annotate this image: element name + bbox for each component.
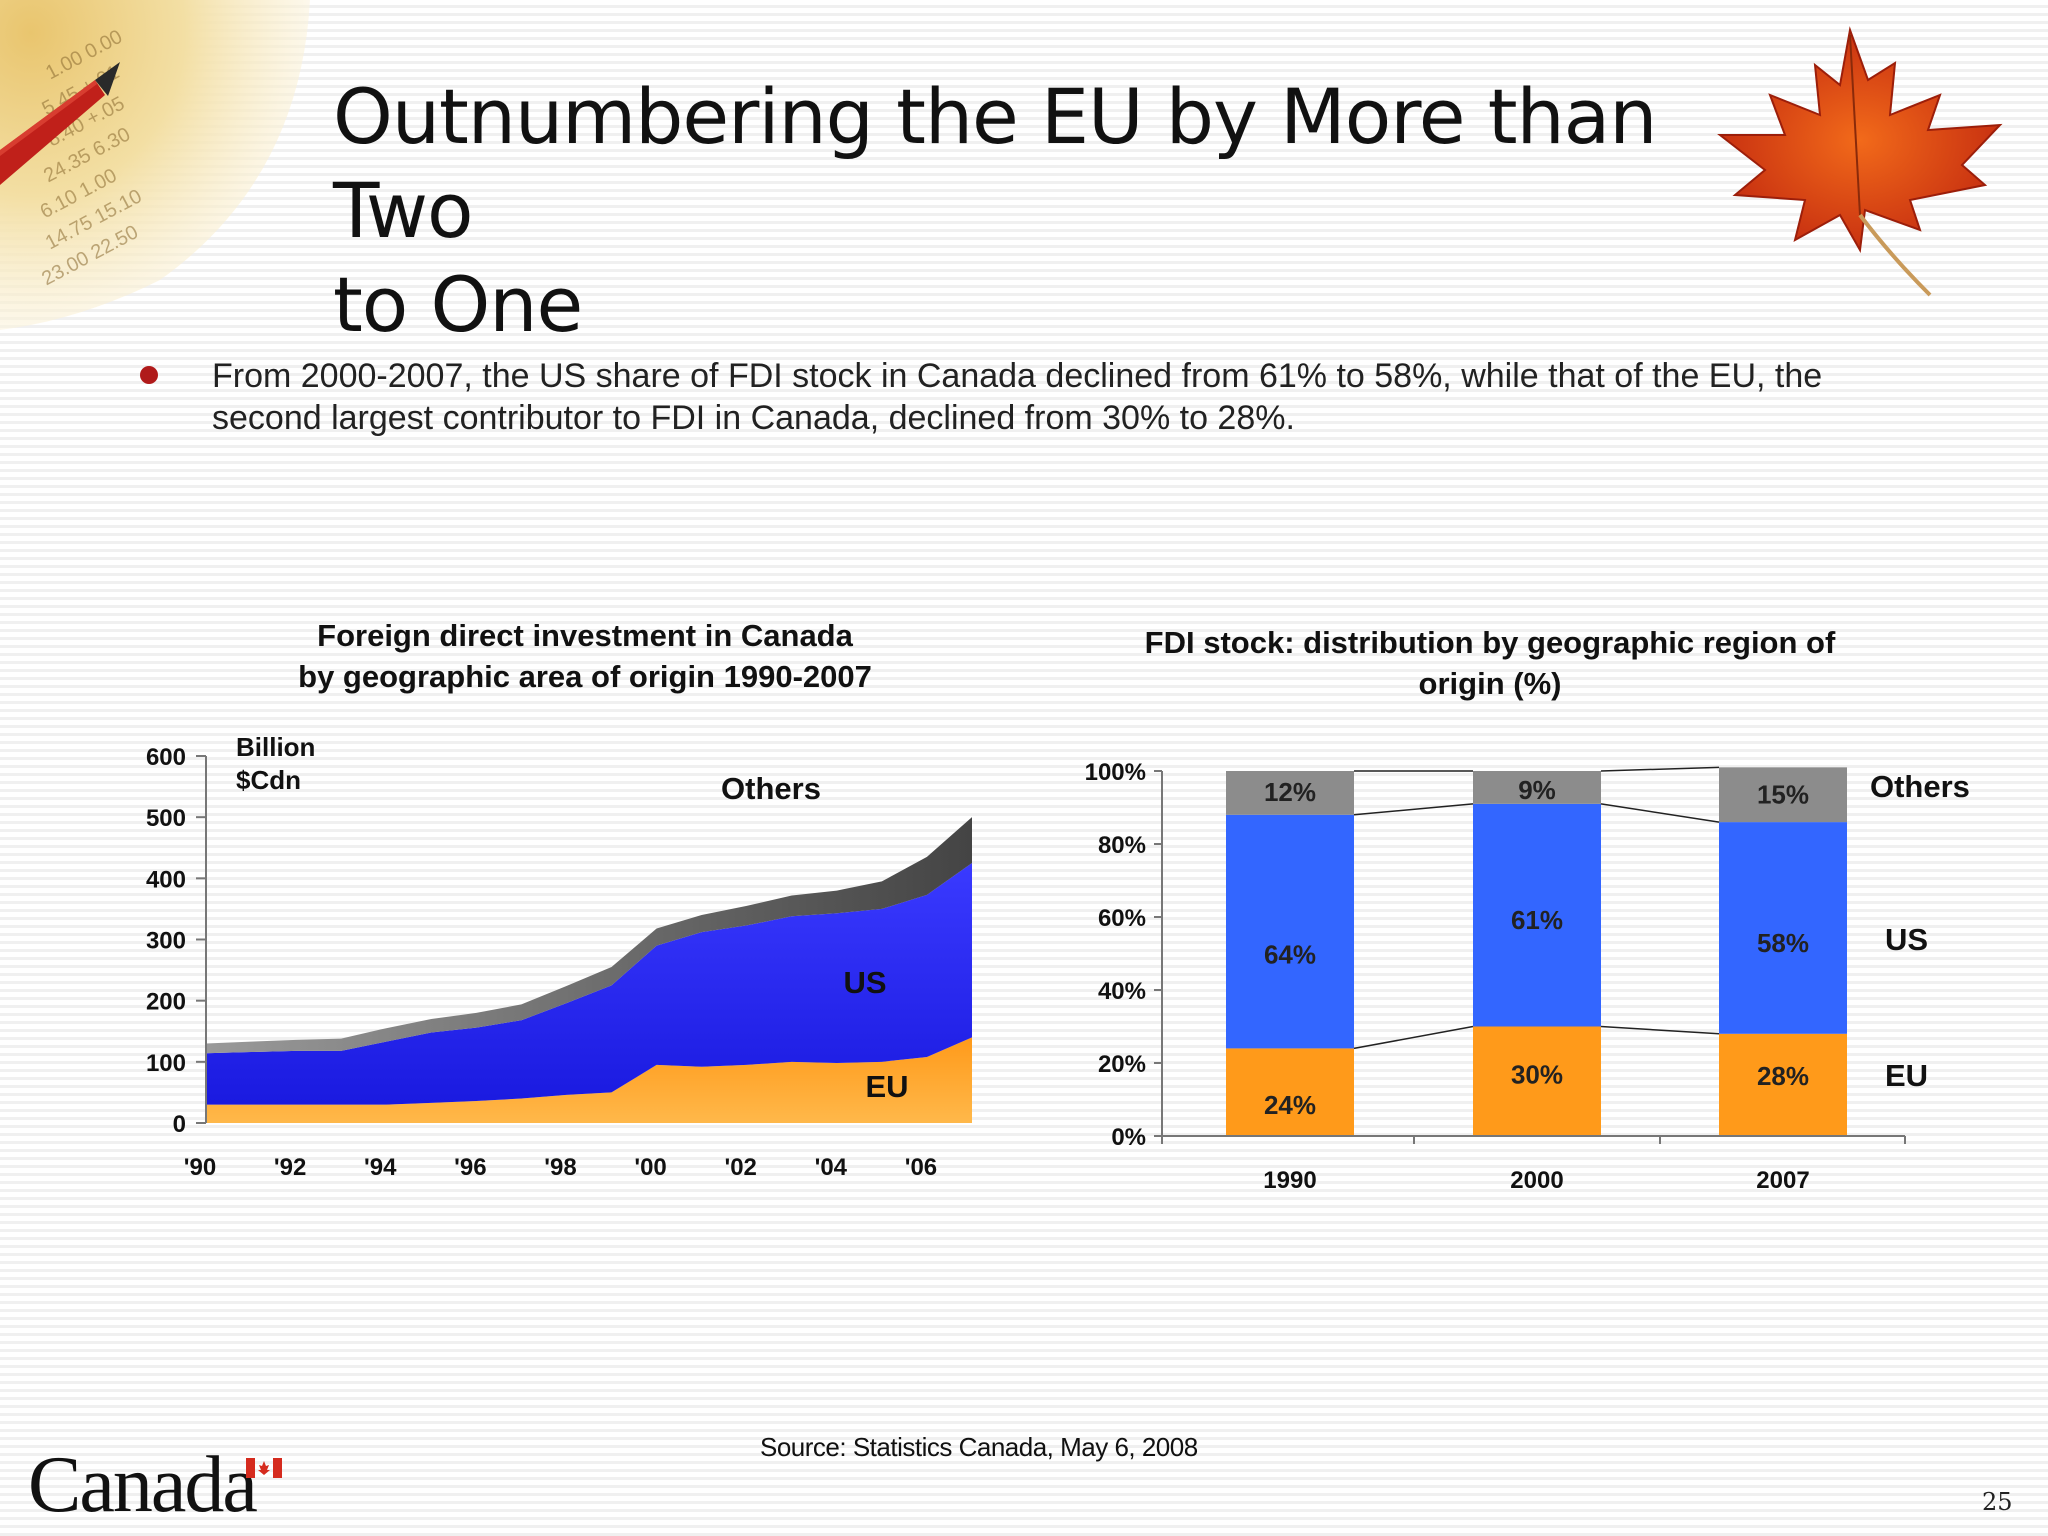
unit-label-line: Billion bbox=[236, 735, 315, 762]
bullet-text: From 2000-2007, the US share of FDI stoc… bbox=[212, 357, 1823, 437]
y-tick-label: 20% bbox=[1098, 1051, 1146, 1078]
legend-label-others: Others bbox=[1870, 769, 1970, 804]
bar-eu bbox=[1719, 1033, 1847, 1136]
x-category-label: 1990 bbox=[1263, 1167, 1316, 1194]
x-tick-label: '94 bbox=[364, 1154, 397, 1181]
bar-others bbox=[1226, 771, 1354, 815]
slide-title-line: to One bbox=[333, 260, 583, 349]
series-label-others: Others bbox=[721, 771, 821, 806]
bar-value-label: 28% bbox=[1757, 1061, 1809, 1091]
fdi-area-chart: 0 100 200 300 400 500 600 '90 '92 '94 '96 '98 '00 '0… bbox=[146, 735, 972, 1181]
y-tick-label: 300 bbox=[146, 928, 186, 955]
maple-leaf-icon bbox=[1717, 26, 2003, 297]
legend-label-eu: EU bbox=[1885, 1058, 1928, 1093]
bar-us bbox=[1473, 803, 1601, 1027]
series-label-us: US bbox=[843, 965, 886, 1000]
y-tick-label: 80% bbox=[1098, 832, 1146, 859]
bar-value-label: 9% bbox=[1518, 775, 1556, 805]
right-chart-title-line: origin (%) bbox=[1418, 666, 1562, 701]
x-tick-label: '96 bbox=[454, 1154, 486, 1181]
x-tick-label: '90 bbox=[184, 1154, 216, 1181]
bar-eu bbox=[1226, 1048, 1354, 1136]
y-tick-label: 0 bbox=[173, 1111, 186, 1138]
series-label-eu: EU bbox=[865, 1069, 908, 1104]
unit-label-line: $Cdn bbox=[236, 765, 301, 795]
fdi-distribution-chart: 0% 20% 40% 60% 80% 100% 1990 2000 2007 24% 64% 12… bbox=[1085, 759, 1970, 1194]
series-connector bbox=[1600, 803, 1720, 823]
page-number: 25 bbox=[1982, 1488, 2013, 1516]
bar-others bbox=[1719, 767, 1847, 823]
x-tick-label: '98 bbox=[544, 1154, 576, 1181]
bar-value-label: 24% bbox=[1264, 1090, 1316, 1120]
x-tick-label: '02 bbox=[725, 1154, 757, 1181]
financial-photo-icon: 1.00 0.00 5.45 +.01 8.40 +.05 24.35 6.30… bbox=[0, 0, 310, 330]
series-connector bbox=[1353, 1025, 1474, 1050]
area-us bbox=[206, 863, 972, 1105]
x-tick-label: '92 bbox=[274, 1154, 306, 1181]
canada-wordmark: Canada bbox=[28, 1441, 258, 1529]
y-tick-label: 0% bbox=[1111, 1124, 1146, 1151]
right-chart-title-line: FDI stock: distribution by geographic re… bbox=[1144, 625, 1836, 660]
y-tick-label: 100 bbox=[146, 1050, 186, 1077]
bar-value-label: 58% bbox=[1757, 928, 1809, 958]
y-tick-label: 40% bbox=[1098, 978, 1146, 1005]
bar-value-label: 12% bbox=[1264, 777, 1316, 807]
bar-value-label: 15% bbox=[1757, 779, 1809, 809]
canada-flag-icon bbox=[246, 1458, 282, 1478]
right-chart-title: FDI stock: distribution by geographic re… bbox=[1100, 622, 1880, 704]
x-category-label: 2007 bbox=[1756, 1167, 1809, 1194]
y-tick-label: 600 bbox=[146, 744, 186, 771]
bar-eu bbox=[1473, 1026, 1601, 1136]
slide-title: Outnumbering the EU by More than Two to … bbox=[333, 70, 1733, 352]
x-tick-label: '04 bbox=[815, 1154, 848, 1181]
bar-others bbox=[1473, 771, 1601, 804]
y-tick-label: 100% bbox=[1085, 759, 1146, 786]
x-tick-label: '00 bbox=[634, 1154, 666, 1181]
y-tick-label: 400 bbox=[146, 866, 186, 893]
bullet-icon bbox=[140, 366, 158, 384]
left-chart-title-line: by geographic area of origin 1990-2007 bbox=[298, 659, 872, 694]
bar-value-label: 30% bbox=[1511, 1059, 1563, 1089]
slide-title-line: Outnumbering the EU by More than Two bbox=[333, 72, 1657, 255]
bar-us bbox=[1226, 814, 1354, 1049]
series-connector bbox=[1600, 1025, 1720, 1035]
source-note: Source: Statistics Canada, May 6, 2008 bbox=[760, 1432, 1198, 1462]
bar-us bbox=[1719, 822, 1847, 1034]
y-tick-label: 200 bbox=[146, 989, 186, 1016]
area-eu bbox=[206, 1037, 972, 1123]
series-connector bbox=[1600, 766, 1720, 772]
x-category-label: 2000 bbox=[1510, 1167, 1563, 1194]
bar-value-label: 61% bbox=[1511, 905, 1563, 935]
series-connector bbox=[1353, 803, 1474, 816]
y-tick-label: 500 bbox=[146, 805, 186, 832]
left-chart-title-line: Foreign direct investment in Canada bbox=[317, 618, 853, 653]
left-chart-title: Foreign direct investment in Canada by g… bbox=[230, 615, 940, 697]
bar-value-label: 64% bbox=[1264, 940, 1316, 970]
y-tick-label: 60% bbox=[1098, 905, 1146, 932]
legend-label-us: US bbox=[1885, 922, 1928, 957]
x-tick-label: '06 bbox=[905, 1154, 937, 1181]
